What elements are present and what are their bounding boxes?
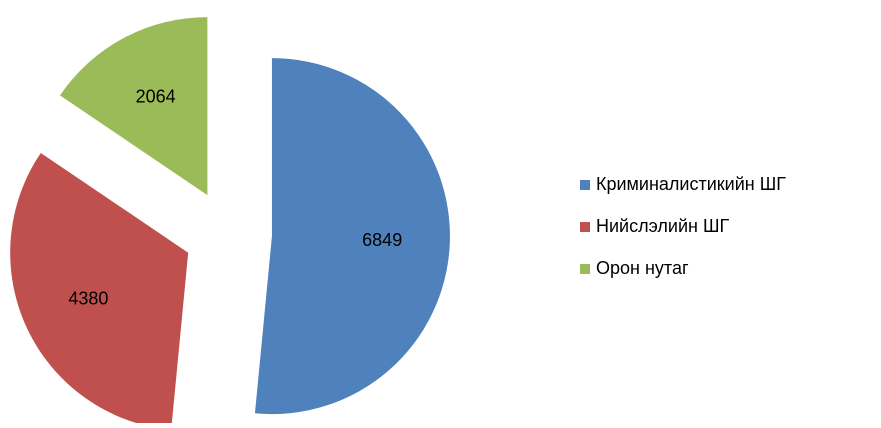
legend-swatch <box>580 180 590 190</box>
legend-swatch <box>580 222 590 232</box>
data-label: 4380 <box>68 288 108 308</box>
data-label: 2064 <box>136 86 176 106</box>
legend-label: Орон нутаг <box>596 258 689 278</box>
pie-slice <box>254 58 450 415</box>
legend-label: Криминалистикийн ШГ <box>596 174 786 194</box>
legend-label: Нийслэлийн ШГ <box>596 216 729 236</box>
pie-slice <box>59 17 208 196</box>
data-label: 6849 <box>362 230 402 250</box>
legend-swatch <box>580 264 590 274</box>
pie-slice <box>10 152 189 428</box>
